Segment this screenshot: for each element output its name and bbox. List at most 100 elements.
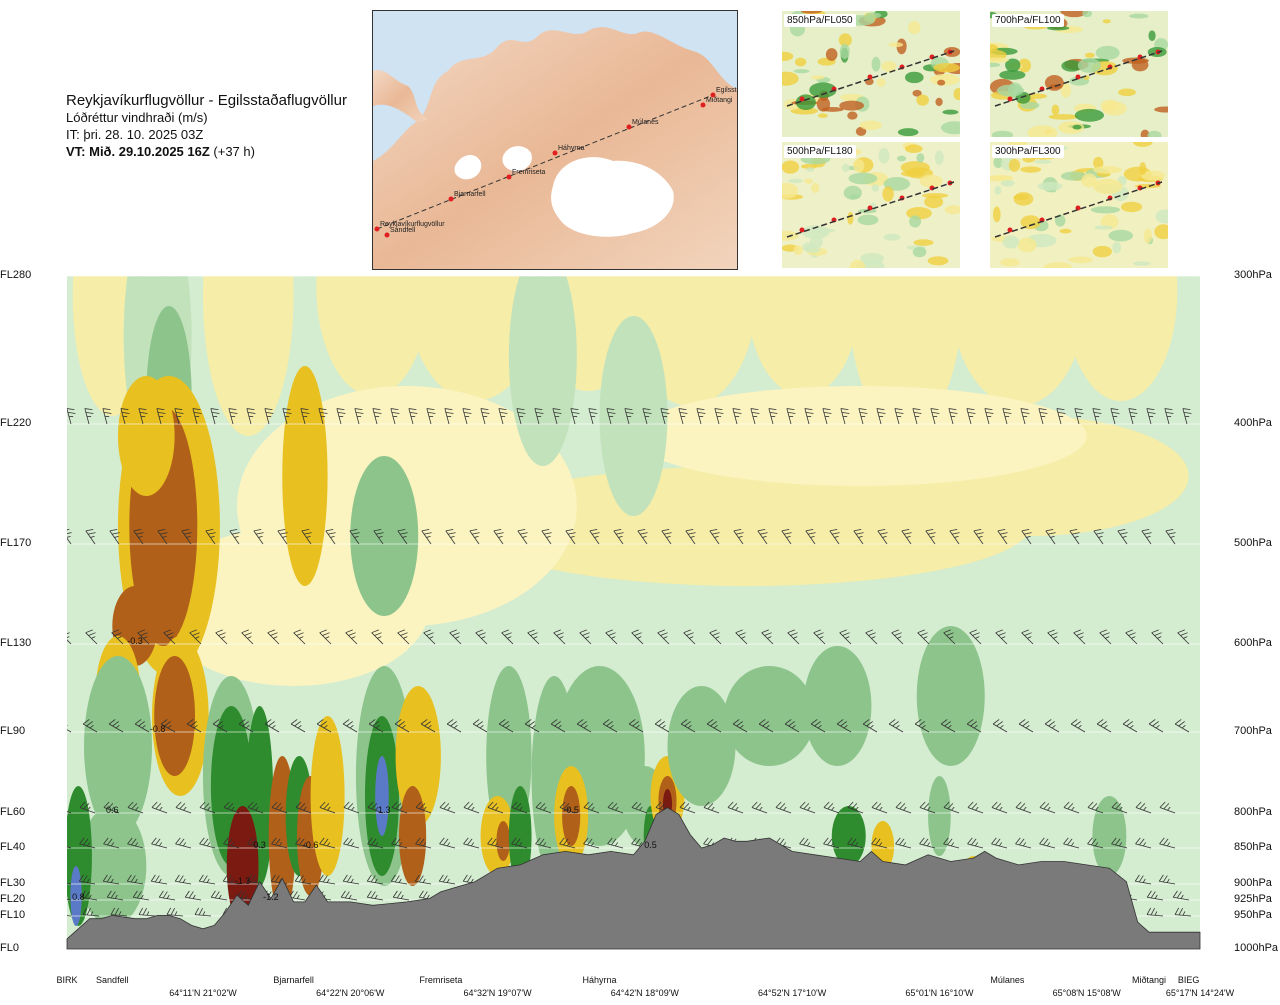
wind-barb bbox=[317, 276, 324, 277]
wind-barb bbox=[487, 801, 504, 814]
wind-barb bbox=[862, 719, 878, 733]
wind-barb bbox=[823, 801, 840, 814]
thumbnail-850hpa[interactable]: 850hPa/FL050 bbox=[782, 11, 960, 137]
thumbnail-field-cell bbox=[1002, 235, 1020, 249]
wind-barb bbox=[238, 719, 254, 733]
thumbnail-field-cell bbox=[1095, 45, 1120, 60]
wind-barb bbox=[1044, 719, 1060, 733]
thumbnail-field-cell bbox=[888, 42, 904, 48]
field-cell bbox=[633, 386, 1087, 486]
wind-barb bbox=[983, 276, 990, 277]
field-cell bbox=[831, 806, 866, 866]
field-cell bbox=[375, 756, 389, 836]
thumbnail-field-cell bbox=[1140, 129, 1150, 137]
wind-barb bbox=[119, 276, 126, 277]
thumbnail-field-cell bbox=[847, 211, 854, 225]
wind-barb bbox=[967, 801, 984, 814]
wind-barb bbox=[511, 837, 528, 849]
wind-barb bbox=[929, 276, 936, 277]
thumbnail-waypoint bbox=[1007, 96, 1013, 102]
wind-barb bbox=[588, 408, 598, 425]
wind-barb bbox=[199, 837, 216, 849]
wind-barb bbox=[394, 719, 410, 733]
wind-barb bbox=[342, 874, 360, 885]
wind-barb bbox=[813, 629, 826, 645]
wind-barb bbox=[695, 276, 702, 277]
wind-barb bbox=[155, 276, 162, 277]
overview-map[interactable]: Reykjavíkurflugvöllur Sandfell Bjarnarfell… bbox=[372, 10, 738, 270]
thumbnail-500hpa-pattern bbox=[782, 142, 960, 268]
wind-barb bbox=[727, 801, 744, 814]
thumbnail-field-cell bbox=[1051, 104, 1060, 116]
wind-barb bbox=[493, 528, 504, 545]
thumbnail-300hpa[interactable]: 300hPa/FL300 bbox=[990, 142, 1168, 268]
wind-barb bbox=[407, 276, 414, 277]
waypoint-marker bbox=[700, 102, 706, 108]
wind-barb bbox=[995, 629, 1008, 645]
field-cell bbox=[310, 716, 345, 876]
field-cell bbox=[1064, 276, 1178, 401]
wind-barb bbox=[623, 276, 630, 277]
wind-barb bbox=[110, 907, 128, 917]
wind-barb bbox=[1146, 890, 1164, 901]
thumbnail-field-cell bbox=[990, 44, 999, 52]
wind-barb bbox=[1074, 408, 1084, 425]
thumbnail-field-cell bbox=[838, 33, 852, 47]
thumbnail-field-cell bbox=[793, 245, 804, 256]
wind-barb bbox=[1056, 408, 1066, 425]
thumbnail-field-cell bbox=[897, 128, 919, 137]
wind-barb bbox=[245, 276, 252, 277]
wind-barb bbox=[875, 276, 882, 277]
thumbnail-field-cell bbox=[1048, 114, 1079, 120]
wind-barb bbox=[84, 408, 94, 425]
flight-level-label: FL60 bbox=[0, 806, 26, 818]
wind-barb bbox=[1001, 276, 1008, 277]
thumbnail-field-cell bbox=[1060, 171, 1088, 181]
coordinate-label: 65°01'N 16°10'W bbox=[905, 988, 974, 998]
wind-barb bbox=[613, 528, 624, 545]
thumbnail-field-cell bbox=[1044, 74, 1064, 91]
thumbnail-waypoint bbox=[799, 96, 805, 102]
thumbnail-field-cell bbox=[871, 56, 881, 72]
field-cell bbox=[282, 366, 328, 586]
thumbnail-field-cell bbox=[1129, 13, 1149, 19]
wind-barb bbox=[1092, 408, 1102, 425]
wind-barb bbox=[325, 528, 336, 545]
thumbnail-field-cell bbox=[1000, 180, 1015, 187]
wind-barb bbox=[836, 719, 852, 733]
value-label: -0.3 bbox=[127, 636, 143, 646]
valid-time-lead: (+37 h) bbox=[209, 144, 255, 159]
wind-barb bbox=[134, 719, 150, 733]
wind-barb bbox=[631, 629, 644, 645]
thumbnail-700hpa-label: 700hPa/FL100 bbox=[992, 14, 1064, 27]
wind-barb bbox=[858, 408, 868, 425]
wind-barb bbox=[768, 408, 778, 425]
thumbnail-field-cell bbox=[1102, 19, 1111, 24]
thumbnail-field-cell bbox=[806, 167, 815, 172]
thumbnail-field-cell bbox=[839, 43, 850, 59]
thumbnail-field-cell bbox=[865, 12, 882, 19]
thumbnail-700hpa[interactable]: 700hPa/FL100 bbox=[990, 11, 1168, 137]
thumbnail-field-cell bbox=[1155, 209, 1168, 224]
wind-barb bbox=[319, 629, 332, 645]
wind-barb bbox=[552, 408, 562, 425]
wind-barb bbox=[318, 874, 336, 885]
thumbnail-500hpa-svg bbox=[782, 142, 960, 268]
vertical-wind-field bbox=[67, 276, 1189, 926]
waypoint-label: Sandfell bbox=[390, 227, 416, 234]
wind-barb bbox=[565, 528, 576, 545]
thumbnail-field-cell bbox=[860, 252, 884, 265]
thumbnail-field-cell bbox=[900, 170, 925, 177]
wind-barb bbox=[1039, 837, 1056, 849]
field-cell bbox=[746, 276, 861, 396]
wind-barb bbox=[1019, 276, 1026, 277]
thumbnail-field-cell bbox=[912, 246, 927, 258]
wind-barb bbox=[1146, 907, 1164, 917]
wind-barb bbox=[343, 801, 360, 814]
thumbnail-500hpa[interactable]: 500hPa/FL180 bbox=[782, 142, 960, 268]
thumbnail-field-cell bbox=[809, 82, 837, 98]
initial-time: IT: þri. 28. 10. 2025 03Z bbox=[66, 127, 204, 142]
wind-barb bbox=[354, 408, 364, 425]
wind-barb bbox=[366, 890, 384, 901]
wind-barb bbox=[445, 528, 456, 545]
